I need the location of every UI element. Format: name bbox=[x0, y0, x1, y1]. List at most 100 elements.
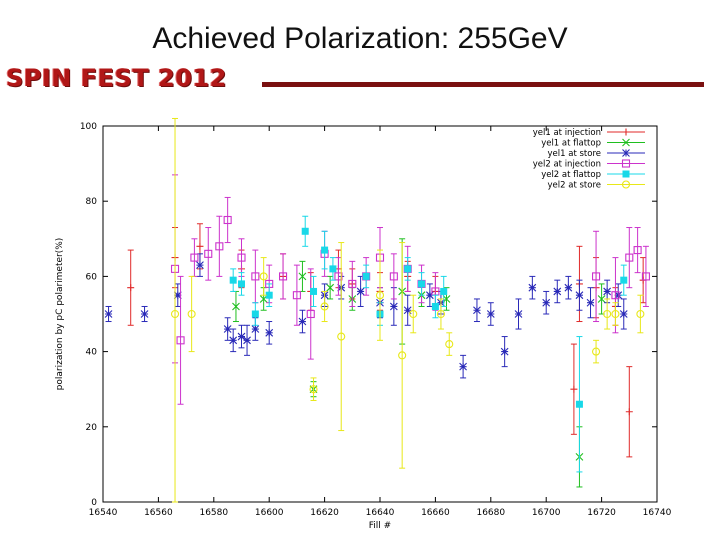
data-point bbox=[306, 309, 315, 319]
y-axis-label: polarization by pC polarimeter(%) bbox=[55, 238, 65, 391]
y-tick-label: 20 bbox=[86, 423, 98, 433]
x-tick-label: 16640 bbox=[366, 508, 395, 518]
data-point bbox=[603, 309, 612, 319]
data-point bbox=[321, 246, 329, 254]
data-point bbox=[310, 287, 318, 295]
data-point bbox=[575, 291, 584, 300]
legend-marker bbox=[622, 128, 630, 136]
data-point bbox=[564, 283, 573, 292]
data-point bbox=[187, 309, 196, 319]
data-point bbox=[265, 291, 273, 299]
data-point bbox=[334, 272, 343, 281]
data-point bbox=[356, 287, 365, 296]
data-point bbox=[459, 362, 467, 371]
data-point bbox=[592, 347, 601, 356]
data-point bbox=[279, 272, 288, 281]
data-point bbox=[404, 265, 412, 273]
data-point bbox=[641, 272, 650, 281]
x-tick-label: 16660 bbox=[421, 508, 450, 518]
data-point bbox=[620, 276, 628, 284]
data-point bbox=[398, 351, 407, 360]
y-tick-label: 60 bbox=[86, 272, 98, 282]
brand-divider bbox=[262, 82, 704, 87]
data-point bbox=[389, 302, 398, 311]
data-point bbox=[337, 332, 346, 341]
data-point bbox=[173, 291, 182, 300]
data-point bbox=[431, 302, 439, 310]
legend-marker bbox=[622, 170, 630, 178]
legend-label: yel1 at flattop bbox=[541, 139, 601, 149]
data-point bbox=[614, 291, 623, 300]
x-tick-label: 16540 bbox=[89, 508, 118, 518]
data-point bbox=[403, 306, 412, 315]
data-point bbox=[238, 280, 245, 288]
data-point bbox=[389, 272, 398, 281]
data-point bbox=[204, 249, 213, 258]
data-point bbox=[592, 272, 601, 281]
legend-marker bbox=[622, 149, 630, 157]
data-point bbox=[528, 283, 537, 292]
legend-label: yel2 at store bbox=[548, 181, 601, 191]
data-point bbox=[514, 310, 523, 318]
x-tick-label: 16580 bbox=[199, 508, 228, 518]
data-point bbox=[611, 291, 620, 300]
legend-label: yel1 at store bbox=[548, 149, 601, 159]
legend-label: yel2 at injection bbox=[533, 160, 601, 170]
data-point bbox=[603, 287, 612, 296]
data-point bbox=[190, 253, 199, 262]
data-point bbox=[223, 215, 232, 225]
data-point bbox=[292, 291, 301, 300]
data-point bbox=[619, 310, 628, 318]
data-point bbox=[229, 276, 237, 284]
data-point bbox=[301, 227, 309, 235]
data-point bbox=[418, 280, 426, 288]
data-point bbox=[104, 310, 113, 318]
data-point bbox=[251, 325, 260, 333]
data-point bbox=[436, 309, 445, 319]
data-point bbox=[473, 306, 481, 315]
data-point bbox=[597, 295, 606, 303]
data-point bbox=[611, 309, 620, 319]
data-point bbox=[542, 298, 551, 307]
data-point bbox=[500, 347, 509, 356]
data-point bbox=[232, 302, 240, 311]
data-point bbox=[196, 261, 204, 270]
y-tick-label: 100 bbox=[80, 122, 97, 132]
x-tick-label: 16700 bbox=[532, 508, 561, 518]
data-point bbox=[625, 408, 633, 416]
data-point bbox=[229, 336, 238, 345]
legend-label: yel1 at injection bbox=[533, 128, 601, 138]
data-point bbox=[425, 291, 434, 300]
data-point bbox=[140, 310, 149, 318]
data-point bbox=[170, 309, 180, 319]
x-tick-label: 16740 bbox=[643, 508, 672, 518]
data-point bbox=[636, 309, 645, 319]
data-point bbox=[575, 400, 583, 408]
data-point bbox=[215, 242, 224, 251]
legend-marker bbox=[622, 138, 630, 147]
data-point bbox=[445, 340, 454, 349]
data-point bbox=[309, 385, 318, 394]
data-point bbox=[362, 272, 370, 280]
x-tick-label: 16600 bbox=[255, 508, 284, 518]
data-point bbox=[553, 287, 562, 296]
data-point bbox=[329, 265, 337, 273]
x-axis-label: Fill # bbox=[369, 521, 391, 531]
x-tick-label: 16620 bbox=[310, 508, 339, 518]
slide-title: Achieved Polarization: 255GeV bbox=[152, 22, 568, 55]
data-point bbox=[298, 272, 307, 281]
data-point bbox=[196, 242, 204, 250]
data-point bbox=[320, 302, 329, 311]
data-point bbox=[570, 385, 578, 393]
legend-marker bbox=[621, 180, 631, 189]
data-point bbox=[127, 284, 135, 292]
y-tick-label: 80 bbox=[86, 197, 98, 207]
brand-logo-text: SPIN FEST 2012 bbox=[6, 64, 227, 92]
x-tick-label: 16680 bbox=[476, 508, 505, 518]
x-tick-label: 16560 bbox=[144, 508, 173, 518]
data-point bbox=[251, 272, 260, 281]
data-point bbox=[586, 298, 595, 307]
polarization-chart: 16540 16560 16580 16600 16620 16640 16660 16680… bbox=[55, 117, 672, 531]
data-point bbox=[237, 253, 246, 262]
data-point bbox=[298, 317, 307, 326]
